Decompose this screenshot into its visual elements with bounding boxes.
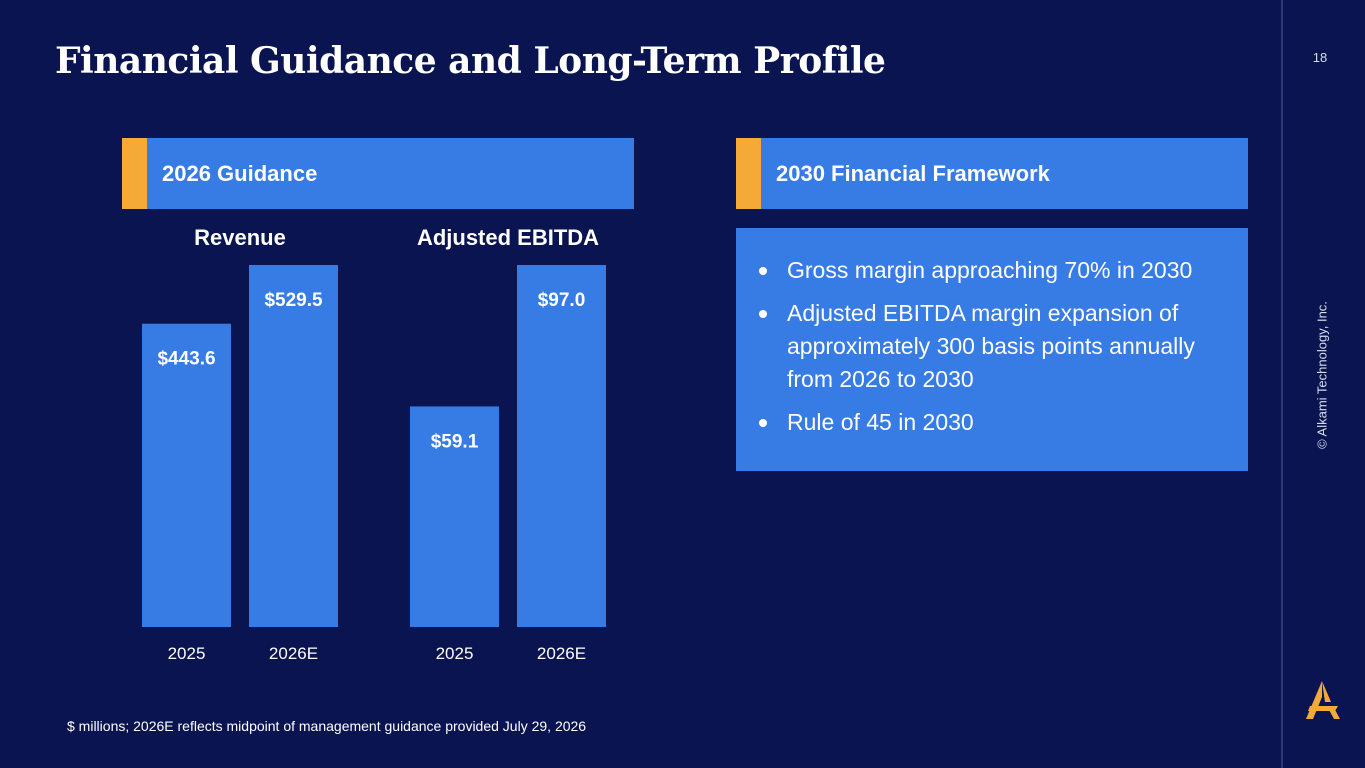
page-title: Financial Guidance and Long-Term Profile xyxy=(55,40,886,82)
bar xyxy=(249,265,338,627)
bullet-dot-icon xyxy=(759,267,767,275)
guidance-bar-chart: Revenue $443.6 2025 $529.5 2026E Adjusted EBI… xyxy=(142,225,606,663)
bar-value-label: $59.1 xyxy=(431,431,479,452)
page-number: 18 xyxy=(1312,50,1328,65)
chart-title: Revenue xyxy=(194,225,286,250)
side-divider xyxy=(1281,0,1283,768)
framework-box: Gross margin approaching 70% in 2030 Adj… xyxy=(736,228,1248,471)
framework-bullet-text: Rule of 45 in 2030 xyxy=(787,409,974,435)
guidance-header-label: 2026 Guidance xyxy=(162,160,318,186)
alkami-a-logo-icon xyxy=(1306,681,1340,719)
bullet-dot-icon xyxy=(759,310,767,318)
header-accent-bar xyxy=(122,138,147,209)
framework-bullet-list: Gross margin approaching 70% in 2030 Adj… xyxy=(756,254,1228,439)
framework-bullet: Gross margin approaching 70% in 2030 xyxy=(756,254,1228,287)
guidance-header: 2026 Guidance xyxy=(122,138,634,209)
bar xyxy=(142,323,231,627)
framework-header-label: 2030 Financial Framework xyxy=(776,160,1050,186)
footnote: $ millions; 2026E reflects midpoint of m… xyxy=(67,718,587,734)
bullet-dot-icon xyxy=(759,419,767,427)
framework-bullet: Rule of 45 in 2030 xyxy=(756,406,1228,439)
framework-header: 2030 Financial Framework xyxy=(736,138,1248,209)
bar-value-label: $443.6 xyxy=(157,349,215,370)
category-label: 2026E xyxy=(269,644,318,663)
framework-bullet-text: Gross margin approaching 70% in 2030 xyxy=(787,257,1193,283)
bar-value-label: $529.5 xyxy=(264,290,323,311)
bar-value-label: $97.0 xyxy=(538,290,586,311)
framework-bullet: Adjusted EBITDA margin expansion of appr… xyxy=(756,297,1228,396)
category-label: 2026E xyxy=(537,644,586,663)
copyright-text: © Alkami Technology, Inc. xyxy=(1314,301,1330,449)
bar xyxy=(410,406,499,627)
chart-title: Adjusted EBITDA xyxy=(417,225,599,250)
category-label: 2025 xyxy=(436,644,474,663)
framework-bullet-text: Adjusted EBITDA margin expansion of appr… xyxy=(787,300,1195,392)
header-accent-bar xyxy=(736,138,761,209)
bar xyxy=(517,265,606,627)
category-label: 2025 xyxy=(168,644,206,663)
